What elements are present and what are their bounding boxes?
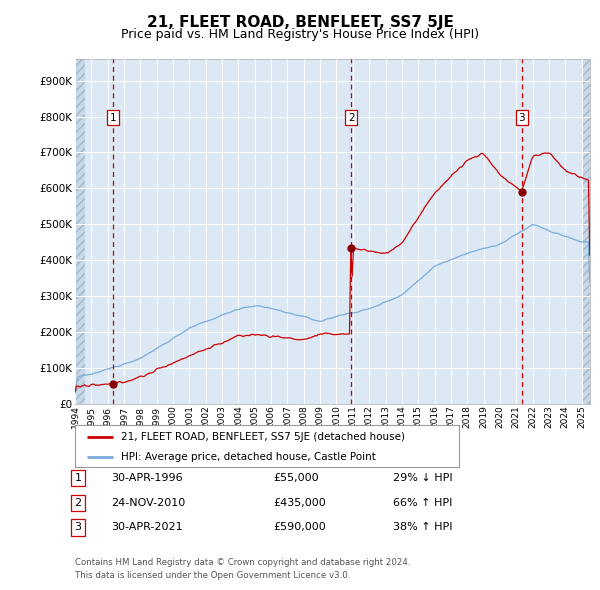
Bar	[75, 59, 85, 404]
Text: 1: 1	[110, 113, 116, 123]
Text: 2: 2	[74, 498, 82, 507]
Text: £435,000: £435,000	[273, 498, 326, 507]
Text: 24-NOV-2010: 24-NOV-2010	[111, 498, 185, 507]
Bar	[583, 59, 590, 404]
Text: 21, FLEET ROAD, BENFLEET, SS7 5JE (detached house): 21, FLEET ROAD, BENFLEET, SS7 5JE (detac…	[121, 432, 405, 442]
Text: 2: 2	[348, 113, 355, 123]
Text: 3: 3	[518, 113, 525, 123]
Text: 30-APR-2021: 30-APR-2021	[111, 523, 182, 532]
Text: 66% ↑ HPI: 66% ↑ HPI	[393, 498, 452, 507]
Text: Price paid vs. HM Land Registry's House Price Index (HPI): Price paid vs. HM Land Registry's House …	[121, 28, 479, 41]
Text: 38% ↑ HPI: 38% ↑ HPI	[393, 523, 452, 532]
Text: 21, FLEET ROAD, BENFLEET, SS7 5JE: 21, FLEET ROAD, BENFLEET, SS7 5JE	[146, 15, 454, 30]
Text: 30-APR-1996: 30-APR-1996	[111, 473, 182, 483]
Text: £590,000: £590,000	[273, 523, 326, 532]
Text: 1: 1	[74, 473, 82, 483]
Text: 3: 3	[74, 523, 82, 532]
Text: 29% ↓ HPI: 29% ↓ HPI	[393, 473, 452, 483]
Text: This data is licensed under the Open Government Licence v3.0.: This data is licensed under the Open Gov…	[75, 571, 350, 579]
Text: Contains HM Land Registry data © Crown copyright and database right 2024.: Contains HM Land Registry data © Crown c…	[75, 558, 410, 566]
Text: HPI: Average price, detached house, Castle Point: HPI: Average price, detached house, Cast…	[121, 452, 376, 461]
Text: £55,000: £55,000	[273, 473, 319, 483]
